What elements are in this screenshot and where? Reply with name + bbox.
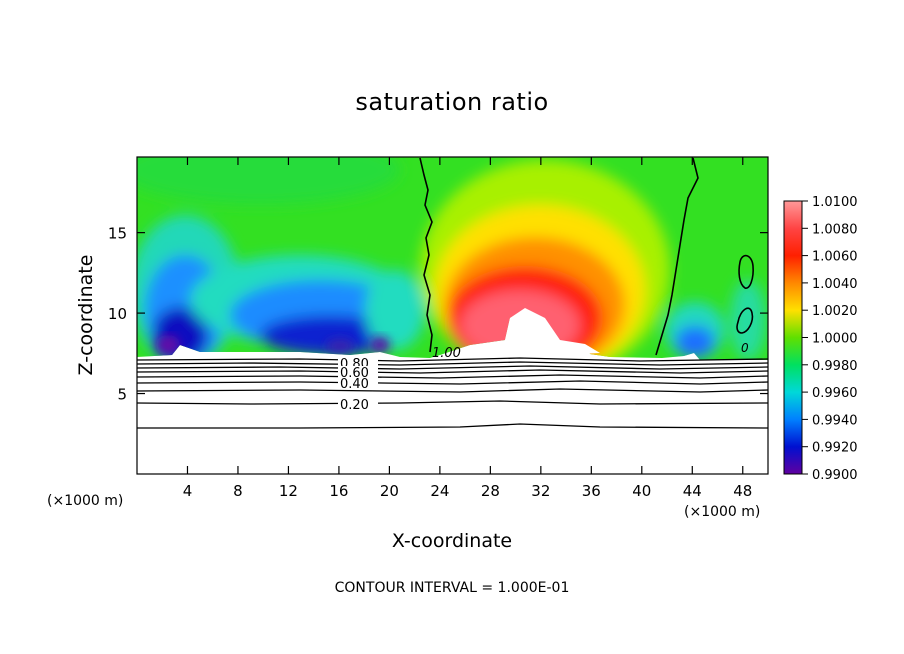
contour-label: 0.20	[340, 398, 369, 413]
colorbar-tick-label: 0.9900	[812, 468, 858, 483]
cloud-region	[505, 308, 600, 355]
colorbar-tick-label: 0.9960	[812, 386, 858, 401]
x-tick-label: 36	[582, 482, 601, 500]
colorbar-tick-label: 1.0080	[812, 222, 858, 237]
x-tick-label: 48	[733, 482, 752, 500]
x-axis-ticks: 4 8 12 16 20 24 28 32 36 40 44 48	[183, 157, 752, 500]
x-tick-label: 32	[531, 482, 550, 500]
colorbar-tick-label: 0.9940	[812, 413, 858, 428]
colorbar-tick-label: 1.0100	[812, 195, 858, 210]
y-axis-ticks: 5 10 15	[108, 225, 768, 404]
colorbar-tick-label: 1.0000	[812, 332, 858, 347]
x-axis-label: X-coordinate	[392, 530, 512, 552]
colorbar-ticks: 1.0100 1.0080 1.0060 1.0040 1.0020 1.0000 0.99…	[802, 195, 858, 483]
colorbar-tick-label: 1.0020	[812, 304, 858, 319]
y-axis-label: Z-coordinate	[75, 255, 97, 376]
x-tick-label: 8	[233, 482, 243, 500]
contour-label: 0.40	[340, 377, 369, 392]
contour-closed-1	[738, 254, 754, 289]
chart-title: saturation ratio	[355, 88, 549, 116]
x-tick-label: 12	[279, 482, 298, 500]
x-tick-label: 16	[329, 482, 348, 500]
x-tick-label: 40	[632, 482, 651, 500]
colorbar-tick-label: 1.0040	[812, 277, 858, 292]
contour-closed-2	[736, 307, 754, 334]
colorbar	[783, 200, 803, 475]
contour-interval-note: CONTOUR INTERVAL = 1.000E-01	[335, 580, 570, 596]
x-tick-label: 20	[380, 482, 399, 500]
x-tick-label: 28	[481, 482, 500, 500]
y-axis-unit: (×1000 m)	[47, 493, 123, 509]
x-tick-label: 4	[183, 482, 193, 500]
colorbar-tick-label: 1.0060	[812, 250, 858, 265]
x-tick-label: 44	[683, 482, 702, 500]
y-tick-label: 5	[117, 386, 127, 404]
colorbar-tick-label: 0.9920	[812, 441, 858, 456]
plot-frame	[136, 156, 769, 475]
heatmap-field	[137, 157, 768, 360]
y-tick-label: 15	[108, 225, 127, 243]
contour-1-00-left	[419, 157, 433, 353]
colorbar-tick-label: 0.9980	[812, 359, 858, 374]
contour-1-00-right	[655, 157, 699, 356]
contour-label: 1.00	[432, 346, 461, 361]
lower-contours	[136, 357, 769, 429]
contour-label: 0	[741, 341, 749, 355]
x-axis-unit: (×1000 m)	[684, 504, 760, 520]
y-tick-label: 10	[108, 305, 127, 323]
x-tick-label: 24	[430, 482, 449, 500]
